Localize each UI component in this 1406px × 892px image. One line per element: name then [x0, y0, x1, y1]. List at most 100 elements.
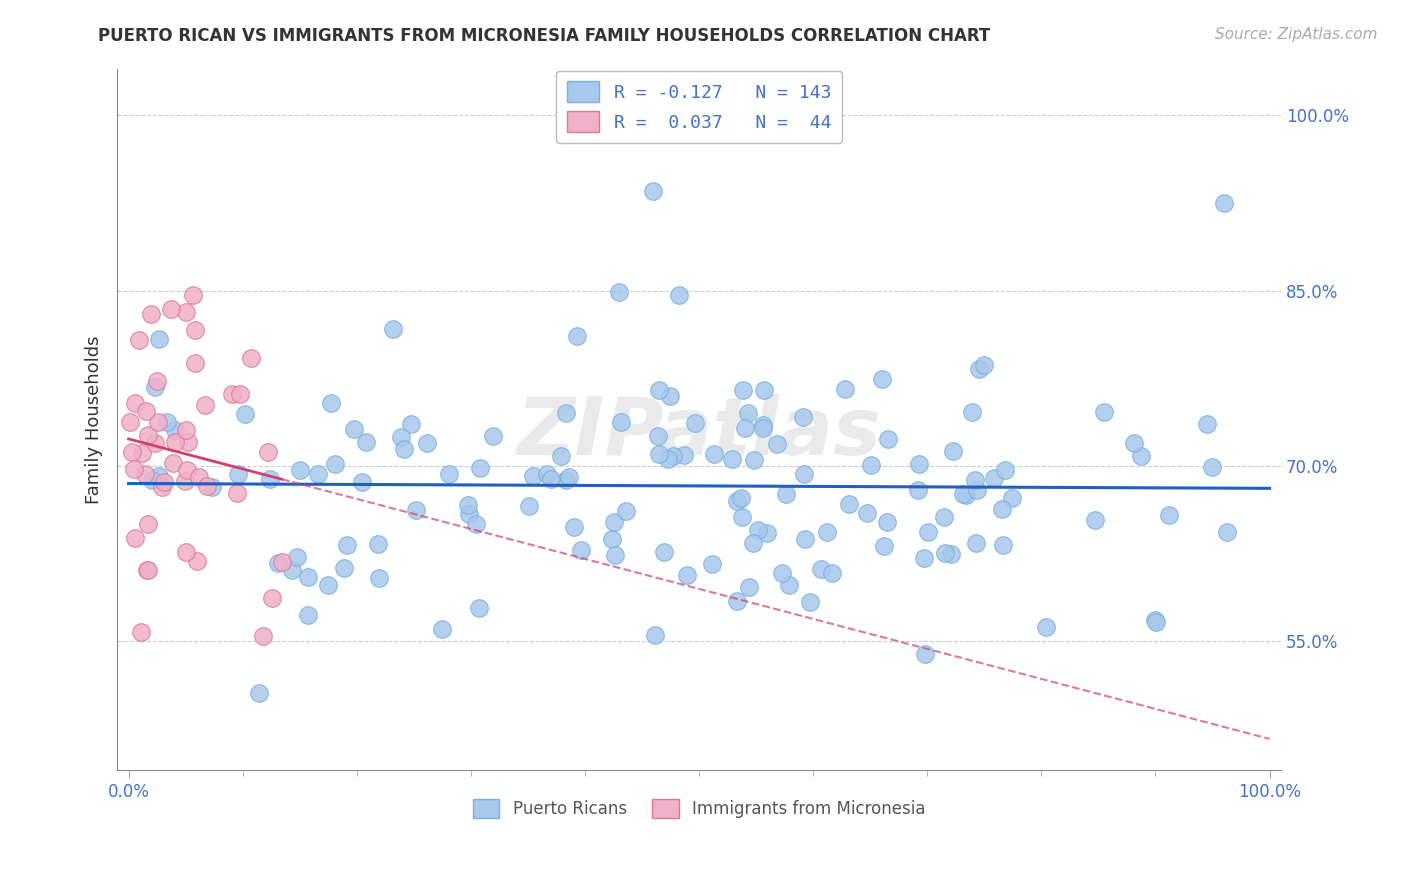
Point: [725, 494, 748, 508]
Point: [323, 457, 346, 471]
Point: [752, 417, 775, 432]
Point: [967, 362, 990, 376]
Point: [174, 423, 197, 437]
Point: [239, 351, 262, 365]
Point: [184, 323, 207, 337]
Point: [143, 380, 166, 394]
Point: [136, 516, 159, 531]
Point: [754, 384, 776, 398]
Point: [430, 622, 453, 636]
Point: [150, 480, 173, 494]
Point: [983, 471, 1005, 485]
Point: [124, 531, 146, 545]
Point: [565, 329, 588, 343]
Point: [135, 563, 157, 577]
Point: [1035, 620, 1057, 634]
Point: [176, 462, 198, 476]
Point: [1201, 460, 1223, 475]
Point: [259, 472, 281, 486]
Point: [702, 557, 724, 571]
Point: [399, 417, 422, 432]
Point: [281, 564, 304, 578]
Point: [156, 415, 179, 429]
Point: [522, 468, 544, 483]
Point: [226, 486, 249, 500]
Point: [285, 549, 308, 564]
Point: [174, 305, 197, 319]
Point: [963, 474, 986, 488]
Legend: Puerto Ricans, Immigrants from Micronesia: Puerto Ricans, Immigrants from Micronesi…: [467, 793, 932, 825]
Point: [966, 483, 988, 498]
Point: [610, 415, 633, 429]
Point: [260, 591, 283, 605]
Point: [603, 516, 626, 530]
Point: [297, 570, 319, 584]
Point: [536, 467, 558, 482]
Point: [437, 467, 460, 482]
Point: [131, 446, 153, 460]
Point: [721, 451, 744, 466]
Point: [860, 458, 883, 472]
Point: [990, 502, 1012, 516]
Point: [1144, 613, 1167, 627]
Point: [1144, 615, 1167, 630]
Point: [1212, 196, 1234, 211]
Point: [917, 524, 939, 539]
Point: [834, 382, 856, 396]
Point: [143, 436, 166, 450]
Point: [415, 436, 437, 450]
Point: [354, 434, 377, 449]
Point: [872, 372, 894, 386]
Point: [558, 469, 581, 483]
Point: [942, 443, 965, 458]
Point: [941, 547, 963, 561]
Point: [131, 624, 153, 639]
Point: [517, 500, 540, 514]
Point: [160, 302, 183, 317]
Point: [550, 449, 572, 463]
Point: [1157, 508, 1180, 522]
Point: [820, 566, 842, 581]
Point: [288, 463, 311, 477]
Point: [792, 409, 814, 424]
Point: [876, 516, 898, 530]
Point: [657, 452, 679, 467]
Point: [382, 322, 405, 336]
Point: [352, 475, 374, 489]
Point: [1197, 417, 1219, 431]
Point: [605, 548, 627, 562]
Point: [730, 509, 752, 524]
Point: [465, 517, 488, 532]
Point: [838, 497, 860, 511]
Point: [1001, 491, 1024, 505]
Text: Source: ZipAtlas.com: Source: ZipAtlas.com: [1215, 27, 1378, 42]
Point: [734, 420, 756, 434]
Point: [153, 475, 176, 490]
Point: [683, 416, 706, 430]
Point: [174, 475, 197, 489]
Point: [607, 285, 630, 299]
Point: [1084, 513, 1107, 527]
Point: [122, 462, 145, 476]
Point: [661, 449, 683, 463]
Point: [855, 507, 877, 521]
Point: [389, 429, 412, 443]
Point: [648, 384, 671, 398]
Point: [730, 491, 752, 506]
Point: [188, 470, 211, 484]
Point: [148, 415, 170, 429]
Point: [643, 184, 665, 198]
Point: [343, 421, 366, 435]
Point: [991, 538, 1014, 552]
Point: [297, 608, 319, 623]
Point: [747, 523, 769, 537]
Point: [952, 487, 974, 501]
Point: [955, 488, 977, 502]
Point: [233, 407, 256, 421]
Point: [307, 467, 329, 482]
Point: [458, 507, 481, 521]
Point: [778, 577, 800, 591]
Point: [120, 416, 142, 430]
Point: [468, 601, 491, 615]
Point: [136, 428, 159, 442]
